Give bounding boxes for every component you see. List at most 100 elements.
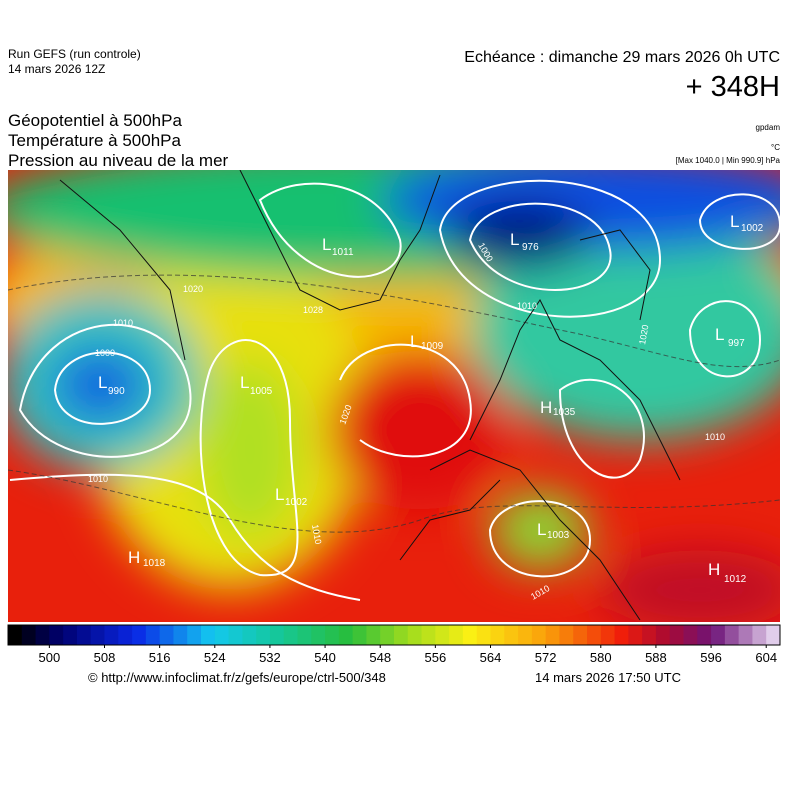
colorbar-label: 604 — [755, 650, 777, 665]
issue-time: 14 mars 2026 17:50 UTC — [535, 670, 681, 685]
echeance: Echéance : dimanche 29 mars 2026 0h UTC — [464, 49, 780, 66]
center-value: 976 — [522, 242, 539, 253]
colorbar-swatch — [159, 625, 174, 645]
colorbar-swatch — [228, 625, 243, 645]
contour-label: 1010 — [517, 301, 537, 311]
colorbar-swatch — [766, 625, 781, 645]
center-value: 1005 — [250, 386, 273, 397]
colorbar-swatch — [380, 625, 395, 645]
colorbar-swatch — [421, 625, 436, 645]
center-type: L — [410, 332, 419, 351]
field: Géopotentiel à 500hPa — [8, 111, 182, 130]
center-type: L — [730, 212, 739, 231]
colorbar-label: 596 — [700, 650, 722, 665]
colorbar-swatch — [449, 625, 464, 645]
colorbar-swatch — [35, 625, 50, 645]
colorbar-swatch — [614, 625, 629, 645]
contour-label: 1020 — [183, 284, 203, 294]
colorbar-swatch — [628, 625, 643, 645]
colorbar-swatch — [490, 625, 505, 645]
colorbar-swatch — [104, 625, 119, 645]
colorbar-swatch — [8, 625, 23, 645]
center-type: L — [322, 235, 331, 254]
colorbar-swatch — [297, 625, 312, 645]
colorbar-swatch — [531, 625, 547, 645]
colorbar-frame — [7, 624, 781, 646]
source-url: © http://www.infoclimat.fr/z/gefs/europe… — [88, 670, 386, 685]
center-type: L — [715, 325, 724, 344]
contour-label: 1010 — [705, 432, 725, 442]
colorbar-swatch — [724, 625, 740, 645]
field: Pression au niveau de la mer — [8, 151, 229, 170]
colorbar-swatch — [338, 625, 354, 645]
colorbar-swatch — [545, 625, 560, 645]
center-value: 1035 — [553, 407, 576, 418]
colorbar-swatch — [49, 625, 64, 645]
colorbar-swatch — [201, 625, 216, 645]
center-type: L — [510, 230, 519, 249]
colorbar-label: 572 — [535, 650, 557, 665]
colorbar-label: 508 — [94, 650, 116, 665]
colorbar-label: 516 — [149, 650, 171, 665]
colorbar-swatch — [738, 625, 753, 645]
colorbar-swatch — [214, 625, 230, 645]
center-type: L — [240, 373, 249, 392]
colorbar-swatch — [145, 625, 161, 645]
center-type: L — [98, 373, 107, 392]
colorbar-label: 540 — [314, 650, 336, 665]
colorbar-swatch — [187, 625, 202, 645]
colorbar-swatch — [435, 625, 450, 645]
colorbar-swatch — [462, 625, 478, 645]
colorbar-swatch — [669, 625, 684, 645]
colorbar-swatch — [118, 625, 133, 645]
contour-label: 1028 — [303, 305, 323, 315]
center-value: 1009 — [421, 341, 444, 352]
colorbar-swatch — [242, 625, 257, 645]
center-value: 1012 — [724, 574, 747, 585]
run-date: 14 mars 2026 12Z — [8, 62, 105, 76]
colorbar-swatch — [573, 625, 588, 645]
colorbar-label: 588 — [645, 650, 667, 665]
colorbar-swatch — [90, 625, 105, 645]
field: Température à 500hPa — [8, 131, 181, 150]
colorbar-swatch — [173, 625, 188, 645]
colorbar-swatch — [587, 625, 602, 645]
contour-label: 1010 — [310, 524, 323, 545]
colorbar-swatch — [76, 625, 92, 645]
center-value: 1018 — [143, 558, 166, 569]
colorbar-swatch — [476, 625, 491, 645]
center-value: 997 — [728, 338, 745, 349]
unit: °C — [771, 143, 780, 152]
run: Run GEFS (run controle) — [8, 47, 141, 61]
pressure-centers: H 1018 L 990 L 1005 L 1002 L 1011 L 976 … — [98, 212, 764, 585]
colorbar-swatch — [269, 625, 285, 645]
colorbar-label: 500 — [39, 650, 61, 665]
colorbar: 500 508 516 524 532 540 548 556 564 572 580 588 596 6… — [7, 624, 781, 665]
center-type: L — [537, 520, 546, 539]
colorbar-swatch — [683, 625, 698, 645]
unit: [Max 1040.0 | Min 990.9] hPa — [676, 156, 781, 165]
center-type: H — [540, 398, 552, 417]
center-type: L — [275, 485, 284, 504]
colorbar-swatch — [518, 625, 533, 645]
colorbar-swatch — [283, 625, 298, 645]
colorbar-label: 524 — [204, 650, 226, 665]
contour-label: 1000 — [95, 348, 115, 358]
colorbar-swatch — [655, 625, 671, 645]
colorbar-swatch — [752, 625, 767, 645]
map — [8, 170, 780, 622]
colorbar-swatch — [256, 625, 271, 645]
center-value: 1003 — [547, 530, 570, 541]
colorbar-swatch — [352, 625, 367, 645]
colorbar-swatch — [711, 625, 726, 645]
colorbar-label: 564 — [480, 650, 502, 665]
colorbar-swatch — [21, 625, 37, 645]
center-value: 1011 — [332, 247, 354, 258]
contour-label: 1010 — [113, 318, 133, 328]
colorbar-swatch — [407, 625, 423, 645]
colorbar-label: 548 — [369, 650, 391, 665]
center-type: H — [128, 548, 140, 567]
contour-label: 1020 — [637, 324, 650, 345]
colorbar-swatch — [394, 625, 409, 645]
